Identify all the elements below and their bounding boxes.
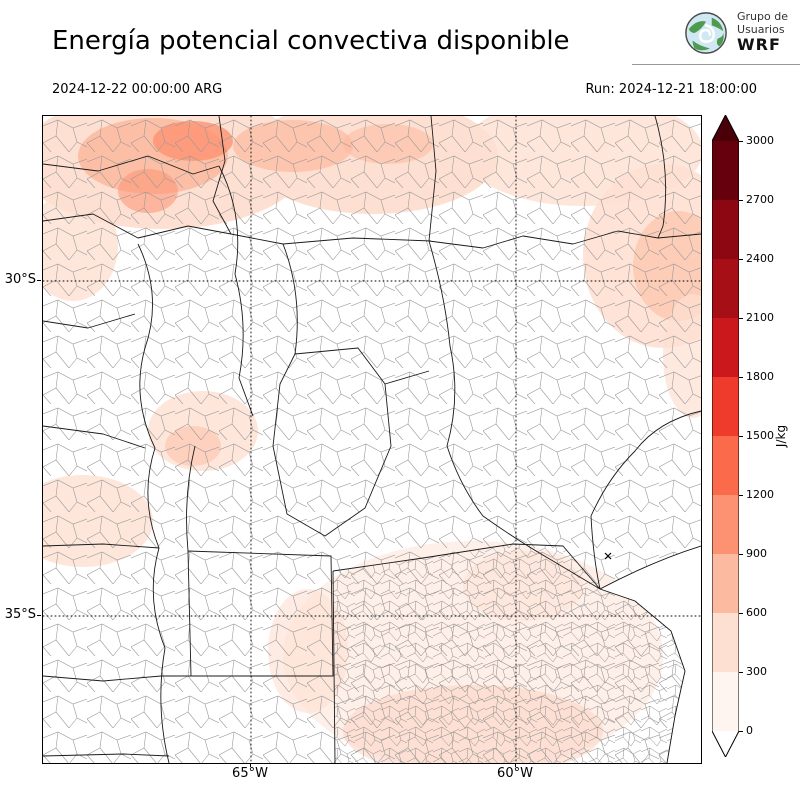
- lon-tick-60w: [515, 763, 516, 767]
- page-title: Energía potencial convectiva disponible: [52, 26, 570, 56]
- logo-text: Grupo de Usuarios WRF: [737, 11, 788, 55]
- lat-label-30s: 30°S: [4, 272, 36, 287]
- colorbar-tick-mark: [739, 495, 743, 496]
- colorbar-tick-mark: [739, 731, 743, 732]
- colorbar-tick-label: 0: [746, 724, 753, 737]
- city-marker: [604, 552, 612, 560]
- colorbar-tick-mark: [739, 318, 743, 319]
- colorbar-tick-label: 900: [746, 547, 767, 560]
- colorbar-tick-mark: [739, 672, 743, 673]
- colorbar-tick-label: 600: [746, 606, 767, 619]
- lat-tick-35s: [37, 615, 41, 616]
- colorbar-units-label: J/kg: [774, 424, 788, 448]
- lon-tick-65w: [250, 763, 251, 767]
- colorbar-tick-label: 300: [746, 665, 767, 678]
- colorbar-tick-mark: [739, 436, 743, 437]
- lat-label-35s: 35°S: [4, 607, 36, 622]
- colorbar-tick-label: 2100: [746, 311, 774, 324]
- colorbar-tick-mark: [739, 554, 743, 555]
- colorbar-tick-mark: [739, 613, 743, 614]
- colorbar-tick-label: 2400: [746, 252, 774, 265]
- lon-label-65w: 65°W: [232, 766, 268, 781]
- lon-label-60w: 60°W: [497, 766, 533, 781]
- logo-line-1: Grupo de: [737, 10, 788, 24]
- logo-wrf: WRF: [737, 35, 781, 55]
- globe-icon: [685, 12, 727, 54]
- water-rio-de-la-plata: [600, 546, 701, 763]
- colorbar-tick-mark: [739, 377, 743, 378]
- colorbar-tick-label: 1800: [746, 370, 774, 383]
- logo-underline: [632, 64, 800, 65]
- wrf-users-group-logo: Grupo de Usuarios WRF: [683, 10, 788, 56]
- colorbar-tick-label: 3000: [746, 134, 774, 147]
- logo-line-2: Usuarios: [737, 22, 785, 36]
- colorbar-tick-label: 1200: [746, 488, 774, 501]
- graticule: [43, 116, 701, 763]
- colorbar-tick-label: 2700: [746, 193, 774, 206]
- colorbar-tick-mark: [739, 259, 743, 260]
- coastline: [599, 545, 701, 763]
- colorbar-svg: [711, 113, 740, 759]
- map-plot-area: [42, 115, 702, 764]
- province-boundaries: [43, 116, 701, 763]
- cape-map: [43, 116, 701, 763]
- valid-time-label: 2024-12-22 00:00:00 ARG: [52, 82, 223, 97]
- buenos-aires-dense-boundaries: [333, 544, 685, 763]
- colorbar-tick-mark: [739, 200, 743, 201]
- colorbar-tick-mark: [739, 141, 743, 142]
- model-run-label: Run: 2024-12-21 18:00:00: [585, 82, 757, 97]
- lat-tick-30s: [37, 280, 41, 281]
- colorbar: 0 300 600 900 1200 1500 1800 2100 2400 2700 3000: [711, 113, 800, 759]
- colorbar-tick-label: 1500: [746, 429, 774, 442]
